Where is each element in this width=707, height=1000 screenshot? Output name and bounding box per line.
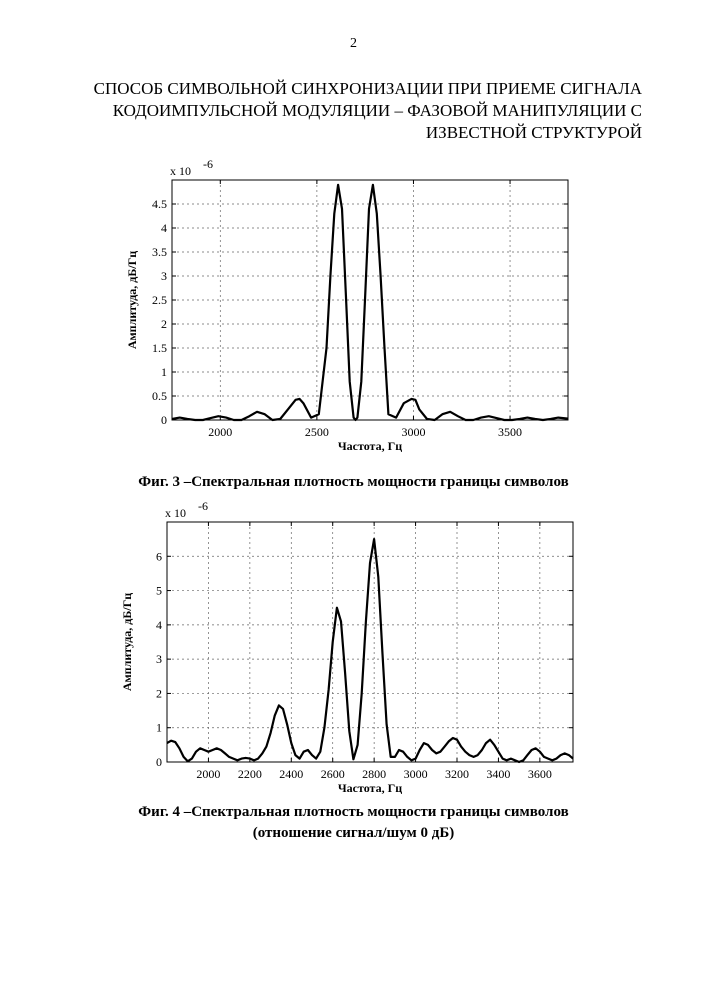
title-line-1: СПОСОБ СИМВОЛЬНОЙ СИНХРОНИЗАЦИИ ПРИ ПРИЕ… bbox=[60, 78, 642, 100]
fig3-xtick-label: 3000 bbox=[401, 425, 425, 439]
fig4-xtick-label: 2000 bbox=[196, 767, 220, 781]
fig3-scale-label: x 10 bbox=[170, 164, 191, 178]
fig3-xtick-label: 2000 bbox=[208, 425, 232, 439]
page-number: 2 bbox=[0, 36, 707, 52]
fig4-xtick-label: 2600 bbox=[321, 767, 345, 781]
fig3-ytick-label: 1.5 bbox=[152, 341, 167, 355]
figure-4-caption: Фиг. 4 –Спектральная плотность мощности … bbox=[0, 802, 707, 844]
fig3-ytick-label: 4.5 bbox=[152, 197, 167, 211]
fig4-xtick-label: 3200 bbox=[445, 767, 469, 781]
figure-4-chart: 2000 2200 2400 2600 2800 3000 3200 3400 3600 0 1 2 3… bbox=[0, 505, 707, 805]
figure-4-caption-line-2: (отношение сигнал/шум 0 дБ) bbox=[0, 823, 707, 844]
fig4-series-line-0 bbox=[167, 539, 573, 762]
fig4-xtick-label: 2200 bbox=[238, 767, 262, 781]
fig3-ytick-label: 4 bbox=[161, 221, 167, 235]
fig3-series-line-0 bbox=[172, 185, 568, 420]
fig3-ytick-label: 3.5 bbox=[152, 245, 167, 259]
fig3-ytick-label: 3 bbox=[161, 269, 167, 283]
figure-3-caption: Фиг. 3 –Спектральная плотность мощности … bbox=[0, 474, 707, 491]
fig3-xtick-label: 3500 bbox=[498, 425, 522, 439]
fig3-y-axis-label: Амплитуда, дБ/Гц bbox=[125, 251, 139, 349]
fig3-ytick-label: 1 bbox=[161, 365, 167, 379]
figure-4-caption-line-1: Фиг. 4 –Спектральная плотность мощности … bbox=[0, 802, 707, 823]
fig4-ytick-label: 6 bbox=[156, 549, 162, 563]
fig3-ytick-label: 0.5 bbox=[152, 389, 167, 403]
fig3-ytick-label: 2.5 bbox=[152, 293, 167, 307]
title-line-2: КОДОИМПУЛЬСНОЙ МОДУЛЯЦИИ – ФАЗОВОЙ МАНИП… bbox=[60, 100, 642, 122]
document-title: СПОСОБ СИМВОЛЬНОЙ СИНХРОНИЗАЦИИ ПРИ ПРИЕ… bbox=[60, 78, 642, 144]
fig4-xtick-label: 3600 bbox=[528, 767, 552, 781]
fig4-xtick-label: 2400 bbox=[279, 767, 303, 781]
fig4-y-axis-label: Амплитуда, дБ/Гц bbox=[120, 593, 134, 691]
title-line-3: ИЗВЕСТНОЙ СТРУКТУРОЙ bbox=[60, 122, 642, 144]
fig4-ytick-label: 0 bbox=[156, 755, 162, 769]
fig3-x-axis-label: Частота, Гц bbox=[338, 439, 402, 453]
fig4-scale-label: x 10 bbox=[165, 506, 186, 520]
fig4-ytick-label: 2 bbox=[156, 686, 162, 700]
fig4-xtick-label: 2800 bbox=[362, 767, 386, 781]
fig4-x-axis-label: Частота, Гц bbox=[338, 781, 402, 795]
fig4-scale-exponent: -6 bbox=[198, 499, 208, 513]
fig4-ytick-label: 3 bbox=[156, 652, 162, 666]
fig4-xtick-label: 3400 bbox=[486, 767, 510, 781]
fig4-xtick-label: 3000 bbox=[404, 767, 428, 781]
fig3-scale-exponent: -6 bbox=[203, 157, 213, 171]
fig4-ytick-label: 4 bbox=[156, 618, 162, 632]
fig4-ytick-label: 5 bbox=[156, 584, 162, 598]
fig3-ytick-label: 0 bbox=[161, 413, 167, 427]
fig3-ytick-label: 2 bbox=[161, 317, 167, 331]
figure-3-chart: 2000 2500 3000 3500 0 0.5 1 1.5 2 2.5 3 3.5 4 4.5 x 10… bbox=[0, 165, 707, 465]
fig3-xtick-label: 2500 bbox=[305, 425, 329, 439]
fig4-ytick-label: 1 bbox=[156, 721, 162, 735]
